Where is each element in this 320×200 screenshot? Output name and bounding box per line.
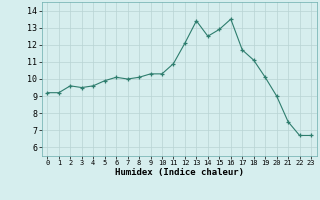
X-axis label: Humidex (Indice chaleur): Humidex (Indice chaleur) (115, 168, 244, 177)
